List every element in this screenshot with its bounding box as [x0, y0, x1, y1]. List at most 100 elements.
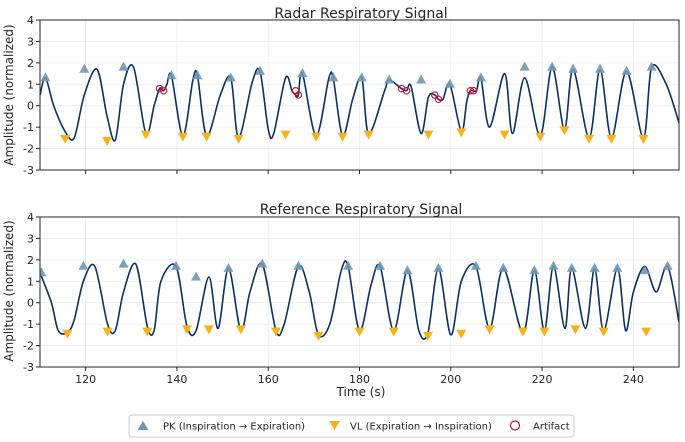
valley-marker: [363, 130, 374, 140]
peak-marker: [79, 63, 90, 73]
valley-marker: [203, 325, 214, 335]
artifact-marker: [402, 86, 411, 95]
peak-marker: [589, 262, 600, 272]
valley-marker: [140, 130, 151, 140]
peak-marker: [297, 68, 308, 78]
y-tick-label: 0: [27, 100, 34, 113]
peak-marker: [191, 271, 202, 281]
x-tick-label: 240: [623, 373, 644, 386]
y-tick-label: -1: [23, 121, 34, 134]
peak-marker: [166, 70, 177, 80]
artifact-marker: [294, 91, 303, 99]
peak-marker: [416, 74, 427, 84]
peak-marker: [547, 61, 558, 71]
valley-marker: [499, 130, 510, 140]
peak-marker: [402, 265, 413, 275]
peak-marker: [328, 72, 339, 82]
valley-marker: [388, 327, 399, 337]
valley-marker: [311, 132, 322, 142]
artifact-marker: [469, 86, 478, 95]
artifact-marker: [431, 91, 439, 99]
valley-marker: [570, 325, 581, 335]
x-axis-label: Time (s): [336, 385, 386, 399]
radar-plot-area: [40, 61, 679, 146]
legend-label-artifact: Artifact: [533, 422, 570, 433]
peak-marker: [225, 72, 236, 82]
peak-marker: [498, 262, 509, 272]
valley-marker: [233, 134, 244, 144]
peak-marker: [40, 267, 47, 277]
valley-marker: [181, 325, 192, 335]
peak-marker: [78, 260, 89, 270]
valley-marker: [606, 134, 617, 144]
y-tick-label: -2: [23, 340, 34, 353]
peak-marker: [612, 262, 623, 272]
y-tick-label: 4: [27, 211, 34, 224]
peak-marker: [568, 63, 579, 73]
signal-line: [40, 260, 679, 340]
valley-marker: [102, 137, 113, 146]
y-tick-label: 1: [27, 78, 34, 91]
valley-marker: [641, 327, 652, 337]
y-tick-label: -3: [23, 164, 34, 177]
y-tick-label: 1: [27, 275, 34, 288]
y-tick-label: 3: [27, 232, 34, 245]
reference-x-ticks: 120 140 160 180 200 220 240: [75, 367, 644, 386]
valley-marker: [62, 329, 73, 339]
peak-marker: [621, 65, 632, 75]
radar-grid: [40, 19, 679, 171]
valley-marker: [584, 134, 595, 144]
legend-box: [128, 414, 575, 438]
peak-marker: [646, 61, 657, 71]
x-tick-label: 220: [532, 373, 553, 386]
peak-marker: [254, 65, 265, 75]
valley-marker: [102, 327, 113, 337]
valley-marker: [539, 327, 550, 337]
valley-marker: [201, 132, 212, 142]
legend: PK (Inspiration → Expiration) VL (Expira…: [128, 414, 575, 438]
peak-marker: [171, 260, 182, 270]
reference-grid: [40, 216, 679, 368]
artifact-marker: [155, 84, 164, 93]
valley-marker: [423, 130, 434, 140]
peak-marker: [375, 260, 386, 270]
valley-marker: [456, 329, 467, 339]
peak-marker: [662, 260, 673, 270]
y-tick-label: -1: [23, 318, 34, 331]
valley-marker: [337, 132, 348, 142]
valley-marker: [142, 327, 153, 337]
peak-marker: [475, 72, 486, 82]
valley-marker: [270, 327, 281, 337]
valley-marker: [559, 126, 570, 136]
peak-marker: [356, 72, 367, 82]
peak-marker: [257, 258, 268, 268]
reference-panel: Reference Respiratory Signal -3 -2 -1 0 1 2 3 4…: [2, 202, 680, 399]
peak-marker: [223, 262, 234, 272]
peak-marker: [40, 72, 51, 82]
reference-chart-title: Reference Respiratory Signal: [260, 202, 463, 218]
valley-marker: [422, 331, 433, 341]
y-tick-label: 2: [27, 57, 34, 70]
peak-marker: [470, 260, 481, 270]
x-tick-label: 140: [166, 373, 187, 386]
peak-marker: [548, 260, 559, 270]
reference-plot-area: [40, 258, 679, 341]
reference-y-ticks: -3 -2 -1 0 1 2 3 4: [23, 211, 40, 374]
x-tick-label: 120: [75, 373, 96, 386]
legend-label-peak: PK (Inspiration → Expiration): [163, 422, 305, 433]
valley-marker: [235, 325, 246, 335]
valley-marker-icon: [329, 421, 340, 430]
peak-marker: [566, 262, 577, 272]
valley-marker: [313, 331, 324, 341]
peak-marker-icon: [137, 421, 149, 430]
valley-marker: [535, 132, 546, 142]
artifact-marker: [466, 86, 475, 95]
valley-marker: [638, 134, 649, 144]
legend-label-valley: VL (Expiration → Inspiration): [350, 422, 492, 433]
peak-marker: [595, 63, 606, 73]
artifact-marker: [434, 95, 443, 104]
radar-chart-title: Radar Respiratory Signal: [274, 6, 447, 22]
valley-marker: [177, 132, 188, 142]
y-tick-label: -2: [23, 143, 34, 156]
